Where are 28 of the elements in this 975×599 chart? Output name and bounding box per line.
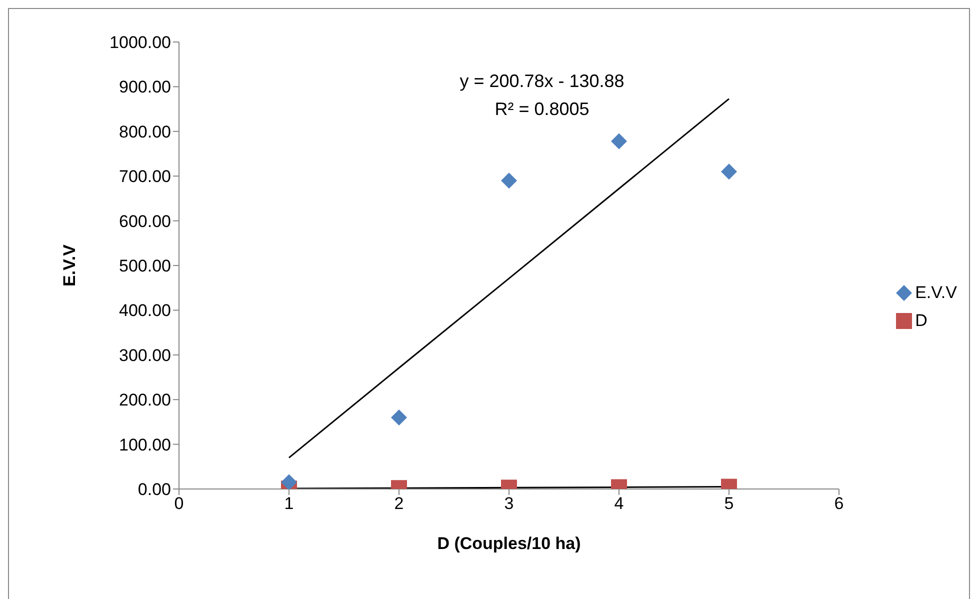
legend-label: D	[915, 310, 928, 332]
y-tick-label: 100.00	[119, 435, 171, 454]
x-tick-label: 0	[174, 494, 184, 514]
legend-label: E.V.V	[915, 282, 957, 304]
y-tick-label: 300.00	[119, 346, 171, 365]
annotation: R² = 0.8005	[494, 99, 590, 119]
y-tick-label: 400.00	[119, 301, 171, 320]
point	[501, 172, 517, 189]
x-tick-label: 4	[614, 494, 624, 514]
x-tick-label: 5	[724, 494, 734, 514]
y-tick-label: 200.00	[119, 390, 171, 410]
y-tick-label: 1000.00	[110, 33, 171, 52]
point	[721, 164, 737, 180]
y-tick-label: 0.00	[138, 480, 171, 500]
point	[611, 133, 627, 150]
x-tick-label: 6	[834, 494, 844, 514]
x-tick-label: 3	[504, 494, 514, 514]
x-tick-label: 2	[394, 494, 404, 514]
y-tick-label: 900.00	[119, 78, 171, 97]
y-axis-title: E.V.V	[60, 244, 80, 286]
y-tick-label: 600.00	[119, 212, 171, 231]
x-tick-label: 1	[284, 494, 294, 514]
y-tick-label: 500.00	[119, 256, 171, 276]
y-tick-label: 800.00	[119, 122, 171, 142]
line-series	[288, 98, 730, 458]
annotation: y = 200.78x - 130.88	[460, 71, 624, 91]
y-tick-label: 700.00	[119, 167, 171, 186]
x-axis-title: D (Couples/10 ha)	[437, 534, 581, 553]
